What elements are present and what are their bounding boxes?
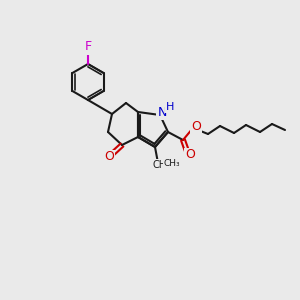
Text: F: F: [84, 40, 92, 53]
Text: CH₃: CH₃: [163, 160, 180, 169]
Text: O: O: [191, 119, 201, 133]
Text: N: N: [157, 106, 167, 118]
Text: H: H: [166, 102, 174, 112]
Text: O: O: [185, 148, 195, 161]
Text: O: O: [104, 151, 114, 164]
Text: CH₃: CH₃: [153, 160, 171, 170]
